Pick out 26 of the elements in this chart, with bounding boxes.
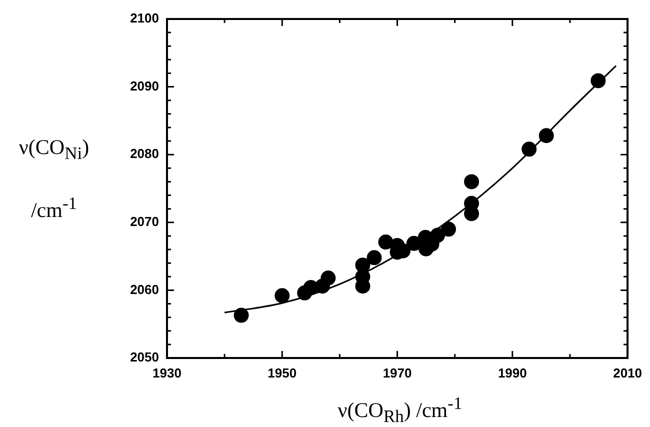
x-tick-label: 1930 — [152, 365, 182, 380]
y-tick-label: 2100 — [130, 10, 159, 26]
point — [378, 234, 394, 250]
point — [234, 308, 249, 323]
point — [366, 250, 382, 266]
point — [320, 270, 336, 286]
y-tick-label: 2070 — [130, 214, 159, 229]
x-tick-label: 1990 — [498, 365, 527, 380]
x-tick-label: 1970 — [382, 365, 412, 380]
point — [538, 128, 554, 144]
x-axis-title: ν(CO$_{Rh}$) /cm$^{-1}$ — [336, 393, 464, 427]
point — [430, 228, 446, 243]
x-tick-label: 1950 — [268, 365, 297, 380]
y-tick-label: 2080 — [130, 146, 159, 162]
point — [355, 258, 370, 273]
point — [522, 142, 537, 157]
x-tick-label: 2010 — [613, 365, 642, 380]
point — [274, 288, 290, 304]
point — [464, 174, 480, 190]
point — [441, 222, 456, 237]
y-tick-label: 2060 — [130, 282, 159, 297]
text: ν(CO$_{Ni}$) /cm$^{-1}$ — [18, 135, 90, 222]
y-tick-label: 2090 — [130, 78, 159, 94]
point — [590, 73, 606, 88]
y-tick-label: 2050 — [130, 350, 159, 365]
point — [406, 236, 422, 251]
